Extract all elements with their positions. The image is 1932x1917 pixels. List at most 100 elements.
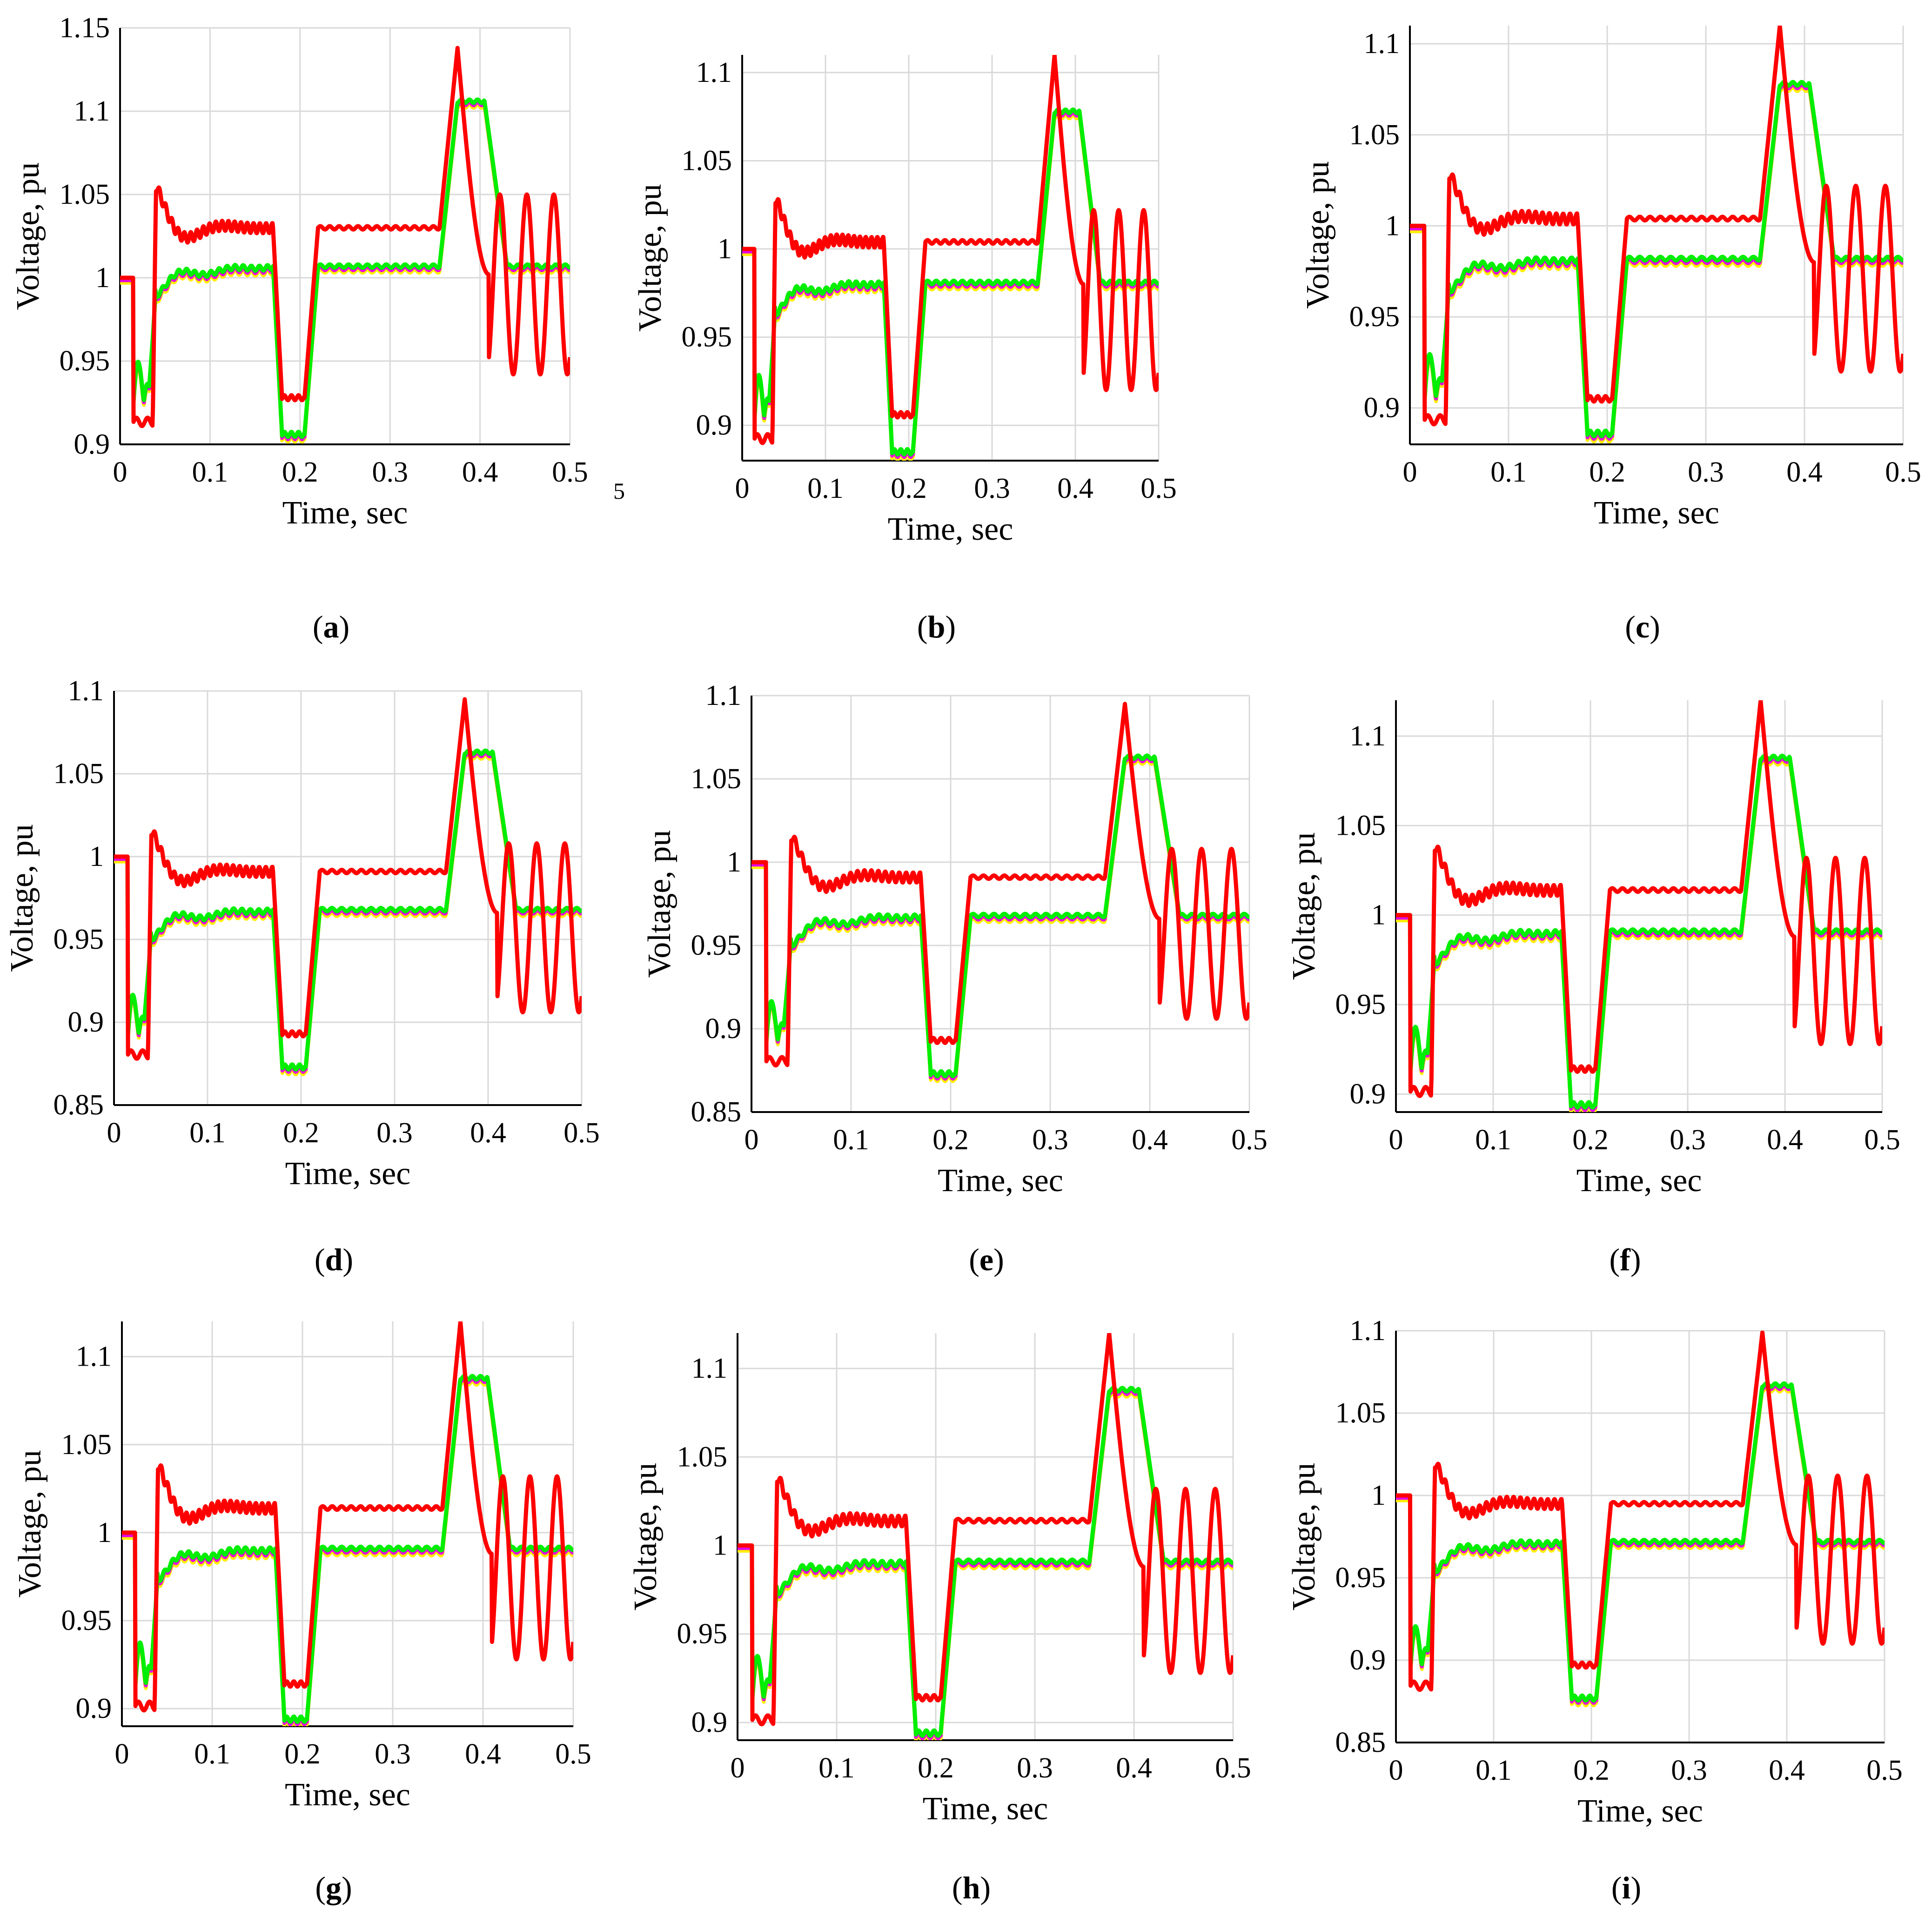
x-tick-label: 0.5 bbox=[552, 456, 588, 488]
caption-paren-open: ( bbox=[1611, 1870, 1622, 1905]
x-tick-label: 0.4 bbox=[465, 1738, 501, 1770]
y-tick-label: 1.05 bbox=[682, 145, 732, 176]
x-axis-title: Time, sec bbox=[1594, 495, 1719, 531]
caption-letter: f bbox=[1620, 1242, 1631, 1277]
series-line-green bbox=[742, 107, 1159, 457]
y-tick-label: 0.9 bbox=[1364, 392, 1400, 424]
x-tick-label: 0.4 bbox=[1116, 1752, 1152, 1784]
x-axis-title: Time, sec bbox=[285, 1777, 410, 1813]
x-tick-label: 0.3 bbox=[376, 1117, 413, 1149]
panel-caption: (a) bbox=[313, 609, 349, 644]
series-line-green bbox=[738, 1386, 1233, 1738]
x-axis-title: Time, sec bbox=[1576, 1163, 1702, 1199]
y-tick-label: 1.05 bbox=[60, 179, 110, 210]
x-tick-label: 0 bbox=[745, 1124, 759, 1156]
x-tick-label: 0.3 bbox=[1032, 1124, 1068, 1156]
y-tick-label: 1.05 bbox=[61, 1429, 112, 1461]
panel-c: 0 0.1 0.2 0.3 0.4 0.5 0.9 0.95 1 1.05 1.1 Time, sec… bbox=[1300, 26, 1921, 644]
y-tick-label: 1 bbox=[1371, 1480, 1386, 1511]
caption-paren-close: ) bbox=[993, 1242, 1004, 1277]
x-tick-label: 0.3 bbox=[372, 456, 408, 488]
y-tick-label: 1.1 bbox=[68, 675, 104, 707]
series-line-red bbox=[1396, 1331, 1885, 1692]
y-tick-label: 1 bbox=[727, 846, 741, 878]
panel-f: 0 0.1 0.2 0.3 0.4 0.5 0.9 0.95 1 1.05 1.1 Time, sec… bbox=[1286, 700, 1900, 1277]
caption-paren-open: ( bbox=[315, 1870, 326, 1905]
x-tick-label: 0.3 bbox=[1670, 1124, 1706, 1156]
x-tick-label: 0.4 bbox=[1132, 1124, 1168, 1156]
series-group bbox=[742, 55, 1159, 461]
x-tick-label: 0.5 bbox=[1215, 1752, 1251, 1784]
x-tick-label: 0.3 bbox=[1017, 1752, 1053, 1784]
panels: 0 0.1 0.2 0.3 0.4 0.50.90.9511.051.11.15Time,… bbox=[4, 12, 1921, 1905]
y-tick-label: 1.1 bbox=[691, 1353, 728, 1384]
y-tick-label: 1.05 bbox=[677, 1441, 728, 1473]
y-tick-label: 0.95 bbox=[1349, 301, 1400, 333]
series-line-green bbox=[1396, 753, 1882, 1110]
y-tick-label: 0.9 bbox=[1350, 1644, 1386, 1676]
series-line-red bbox=[122, 1321, 573, 1713]
caption-letter: i bbox=[1622, 1870, 1631, 1905]
x-tick-label: 0.1 bbox=[1490, 456, 1527, 488]
series-line-red bbox=[738, 1333, 1233, 1727]
y-tick-label: 1 bbox=[95, 262, 110, 294]
y-axis-title: Voltage, pu bbox=[642, 830, 678, 978]
caption-paren-open: ( bbox=[969, 1242, 979, 1277]
caption-paren-open: ( bbox=[313, 609, 323, 644]
y-tick-label: 0.9 bbox=[74, 429, 110, 460]
y-tick-label: 1.05 bbox=[691, 763, 742, 795]
y-axis-title: Voltage, pu bbox=[1286, 1463, 1322, 1611]
y-tick-label: 0.9 bbox=[76, 1693, 112, 1724]
panel-caption: (i) bbox=[1611, 1870, 1641, 1905]
panel-h: 0 0.1 0.2 0.3 0.4 0.5 0.9 0.95 1 1.05 1.1 Time, sec… bbox=[628, 1333, 1251, 1905]
caption-letter: c bbox=[1636, 609, 1650, 644]
caption-letter: g bbox=[326, 1870, 342, 1905]
series-group bbox=[751, 702, 1249, 1083]
x-tick-label: 0.4 bbox=[462, 456, 498, 488]
caption-letter: h bbox=[963, 1870, 980, 1905]
x-tick-label: 0.2 bbox=[891, 473, 927, 504]
y-tick-label: 1.1 bbox=[705, 680, 742, 711]
x-tick-label: 0.2 bbox=[282, 456, 318, 488]
x-tick-label: 0.3 bbox=[974, 473, 1010, 504]
y-tick-label: 1.1 bbox=[1364, 28, 1400, 60]
x-tick-label: 0.3 bbox=[1671, 1755, 1707, 1786]
panel-e: 0 0.1 0.2 0.3 0.4 0.5 0.85 0.9 0.95 1 1.05 1.1 Time,… bbox=[642, 680, 1268, 1277]
x-axis-title: Time, sec bbox=[1577, 1793, 1703, 1829]
series-line-red bbox=[120, 46, 570, 429]
panel-caption: (b) bbox=[917, 609, 956, 644]
series-line-green bbox=[114, 748, 582, 1072]
x-axis-title: Time, sec bbox=[282, 495, 408, 531]
y-tick-label: 1 bbox=[718, 233, 732, 265]
x-tick-label: 0.1 bbox=[833, 1124, 869, 1156]
x-tick-label: 0.3 bbox=[375, 1738, 411, 1770]
x-tick-label: 0.1 bbox=[818, 1752, 855, 1784]
x-tick-label: 0.2 bbox=[284, 1738, 321, 1770]
y-axis-title: Voltage, pu bbox=[632, 184, 668, 332]
y-tick-label: 1.05 bbox=[1349, 119, 1400, 151]
x-tick-label: 0.5 bbox=[1866, 1755, 1903, 1786]
panel-i: 0 0.1 0.2 0.3 0.4 0.5 0.85 0.9 0.95 1 1.05 1.1 Time,… bbox=[1286, 1315, 1903, 1905]
x-tick-label: 0.2 bbox=[283, 1117, 319, 1149]
panel-caption: (f) bbox=[1610, 1242, 1641, 1277]
x-tick-label: 0.4 bbox=[470, 1117, 506, 1149]
caption-paren-close: ) bbox=[339, 609, 350, 644]
y-tick-label: 0.9 bbox=[68, 1006, 104, 1038]
x-tick-label: 0.2 bbox=[1589, 456, 1625, 488]
y-axis-title: Voltage, pu bbox=[1286, 832, 1322, 980]
x-tick-label: 0.1 bbox=[1476, 1755, 1512, 1786]
panel-caption: (e) bbox=[969, 1242, 1004, 1277]
y-tick-label: 1 bbox=[97, 1517, 112, 1548]
panel-g: 0 0.1 0.2 0.3 0.4 0.5 0.9 0.95 1 1.05 1.1 Time, sec… bbox=[12, 1321, 591, 1905]
series-line-green bbox=[751, 753, 1249, 1079]
panel-caption: (c) bbox=[1625, 609, 1660, 644]
y-tick-label: 0.9 bbox=[1350, 1079, 1386, 1110]
y-tick-label: 1.05 bbox=[54, 758, 104, 790]
x-tick-label: 0 bbox=[1403, 456, 1417, 488]
y-tick-label: 0.95 bbox=[1335, 989, 1386, 1020]
caption-paren-open: ( bbox=[1625, 609, 1636, 644]
caption-paren-open: ( bbox=[952, 1870, 963, 1905]
y-tick-label: 1 bbox=[89, 841, 104, 872]
y-tick-label: 0.85 bbox=[54, 1089, 104, 1121]
series-group bbox=[122, 1321, 573, 1726]
